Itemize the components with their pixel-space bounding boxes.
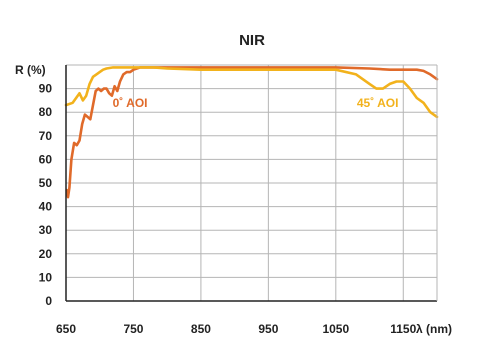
x-tick-label: 850 [191,322,211,336]
y-tick-label: 50 [39,176,53,190]
y-tick-label: 20 [39,247,53,261]
series-label-1: 45˚ AOI [357,96,399,110]
x-tick-label: 1050 [322,322,349,336]
y-tick-label: 40 [39,200,53,214]
y-tick-label: 10 [39,270,53,284]
x-tick-label: 750 [123,322,143,336]
plot-frame [65,65,438,302]
series-label-0: 0˚ AOI [113,96,148,110]
chart-title: NIR [239,32,265,49]
y-tick-label: 0 [45,294,52,308]
y-tick-labels: 0 10 20 30 40 50 60 70 80 90 [39,82,53,308]
y-axis-label: R (%) [15,63,46,77]
x-tick-labels: 650 750 850 950 1050 1150 [56,322,417,336]
y-tick-label: 80 [39,105,53,119]
y-tick-label: 70 [39,129,53,143]
x-tick-label: 950 [258,322,278,336]
x-tick-label: 650 [56,322,76,336]
y-tick-label: 60 [39,152,53,166]
series-line-1 [64,66,439,119]
series-labels: 0˚ AOI 45˚ AOI [113,96,399,110]
x-axis-label: λ (nm) [416,322,452,336]
series-lines [64,66,439,199]
y-tick-label: 30 [39,223,53,237]
gridlines [66,64,437,301]
series-line-0 [65,66,439,199]
y-tick-label: 90 [39,82,53,96]
x-tick-label: 1150 [390,322,416,336]
